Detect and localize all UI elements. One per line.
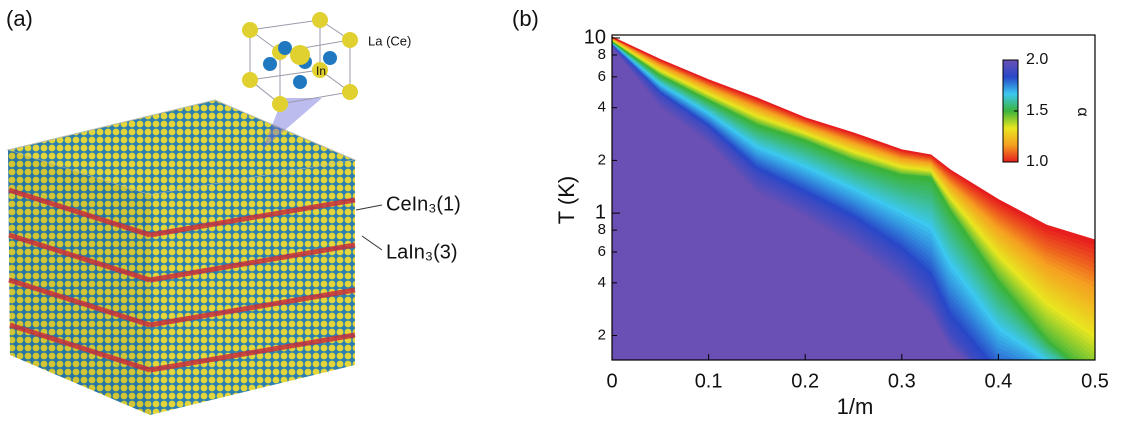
x-tick-label: 0.1: [695, 370, 723, 392]
panel-label: (b): [512, 6, 539, 31]
x-tick-label: 0.3: [888, 370, 916, 392]
colorbar-label: α: [1074, 107, 1091, 116]
layer-label: CeIn₃(1): [386, 193, 461, 215]
atom-label: In: [316, 64, 326, 78]
plot-frame: [611, 34, 1096, 361]
contour: [612, 41, 1072, 360]
x-tick-label: 0.5: [1081, 370, 1109, 392]
contour: [612, 36, 1095, 241]
y-axis-label: T (K): [554, 176, 579, 224]
x-axis-label: 1/m: [837, 394, 874, 419]
y-tick-label: 6: [598, 68, 606, 85]
y-tick-label: 8: [598, 221, 606, 238]
y-tick-label: 1: [595, 201, 606, 223]
unit-cell: [242, 12, 358, 112]
heatmap: [612, 36, 1095, 360]
color-band: [612, 47, 965, 360]
y-tick-label: 10: [584, 26, 606, 48]
y-tick-label: 6: [598, 243, 606, 260]
colorbar-tick-label: 1.5: [1026, 102, 1048, 119]
pointer: [361, 235, 383, 251]
y-tick-label: 2: [598, 151, 606, 168]
x-tick-label: 0: [606, 370, 617, 392]
layer-label: LaIn₃(3): [386, 241, 458, 263]
y-tick-label: 4: [598, 99, 606, 116]
pointer: [355, 204, 383, 211]
contour: [612, 44, 976, 360]
y-tick-label: 2: [598, 327, 606, 344]
zoom-beam: [262, 98, 322, 150]
crystal-cube: [6, 99, 357, 415]
y-tick-label: 8: [598, 46, 606, 63]
colorbar-tick-label: 2.0: [1026, 51, 1048, 68]
colorbar-tick-label: 1.0: [1026, 153, 1048, 170]
atom-label: La (Ce): [368, 33, 411, 48]
x-tick-label: 0.2: [791, 370, 819, 392]
x-tick-label: 0.4: [984, 370, 1012, 392]
contour: [612, 47, 966, 360]
y-tick-label: 4: [598, 274, 606, 291]
panel-label: (a): [6, 6, 33, 31]
